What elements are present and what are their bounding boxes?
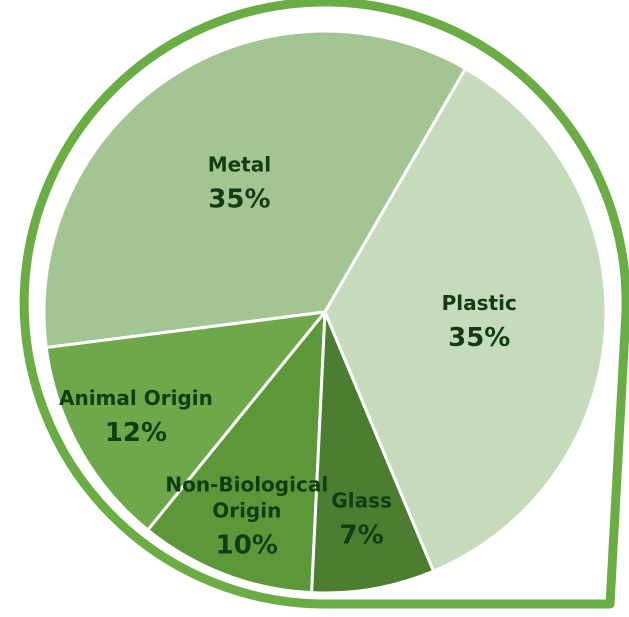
pie-labels: Metal 35% Animal Origin 12% Non-BiologicalOr…	[59, 152, 517, 560]
pie-slice-metal	[42, 29, 468, 350]
slice-label: Animal Origin	[59, 386, 213, 410]
slice-value: 35%	[448, 323, 510, 353]
slice-value: 7%	[340, 521, 384, 551]
pie-slice-glass	[310, 311, 436, 595]
slice-label: Metal	[208, 152, 271, 176]
pie-slice-non-biological-origin	[145, 307, 327, 595]
slice-value: 10%	[216, 531, 278, 561]
slice-label: Plastic	[442, 291, 517, 315]
slice-label: Origin	[212, 499, 281, 523]
pie-slice-plastic	[323, 66, 608, 574]
slice-label: Non-Biological	[165, 473, 328, 497]
slice-label: Glass	[331, 489, 392, 513]
pie-slices	[42, 29, 608, 595]
slice-value: 12%	[105, 418, 167, 448]
pie-slice-animal-origin	[44, 310, 329, 533]
slice-value: 35%	[208, 184, 270, 214]
